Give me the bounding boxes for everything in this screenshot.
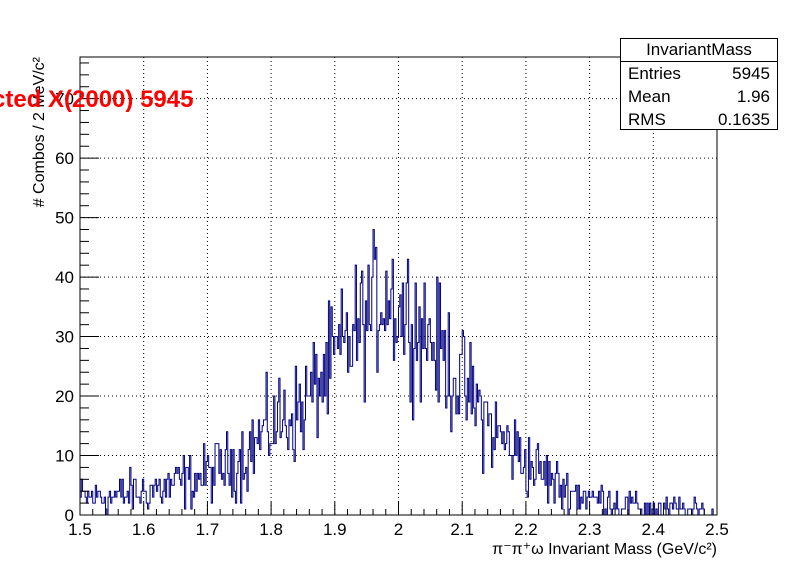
x-axis-ticks: 1.5 1.6 1.7 1.8 1.9 2 2.1 2.2 2.3 2.4 2.5 (68, 502, 729, 539)
y-tick-label: 30 (55, 328, 74, 347)
stats-box: InvariantMass Entries 5945 Mean 1.96 RMS… (620, 38, 778, 130)
x-tick-label: 2.3 (578, 520, 602, 539)
stats-value: 5945 (732, 64, 770, 83)
histogram-line (79, 228, 717, 516)
stats-row-entries: Entries 5945 (621, 62, 777, 85)
stats-value: 1.96 (736, 87, 770, 106)
y-tick-label: 10 (55, 447, 74, 466)
y-tick-label: 40 (55, 268, 74, 287)
histogram-series (79, 228, 717, 516)
x-tick-label: 2.1 (450, 520, 474, 539)
y-tick-label: 70 (55, 90, 74, 109)
x-tick-label: 1.7 (196, 520, 220, 539)
stats-label: Mean (628, 87, 671, 106)
chart-title: ructed X(2000) 5945 (0, 86, 194, 113)
x-tick-label: 2.2 (514, 520, 538, 539)
stats-label: Entries (628, 64, 681, 83)
y-tick-label: 60 (55, 149, 74, 168)
x-tick-label: 2 (394, 520, 403, 539)
x-tick-label: 1.9 (323, 520, 347, 539)
stats-row-mean: Mean 1.96 (621, 85, 777, 108)
x-axis-label: π⁻π⁺ω Invariant Mass (GeV/c²) (492, 541, 717, 558)
stats-title: InvariantMass (621, 39, 777, 62)
y-axis-ticks: 0 10 20 30 40 50 60 70 (55, 62, 99, 525)
x-tick-label: 1.6 (132, 520, 156, 539)
y-tick-label: 50 (55, 209, 74, 228)
x-tick-label: 1.5 (68, 520, 92, 539)
stats-label: RMS (628, 110, 666, 129)
stats-value: 0.1635 (718, 110, 770, 129)
stats-row-rms: RMS 0.1635 (621, 108, 777, 131)
y-tick-label: 20 (55, 387, 74, 406)
grid-lines (80, 57, 717, 515)
x-tick-label: 1.8 (259, 520, 283, 539)
y-tick-label: 0 (65, 506, 74, 525)
x-tick-label: 2.5 (705, 520, 729, 539)
x-tick-label: 2.4 (641, 520, 665, 539)
y-axis-label: # Combos / 2 MeV/c² (31, 56, 48, 207)
